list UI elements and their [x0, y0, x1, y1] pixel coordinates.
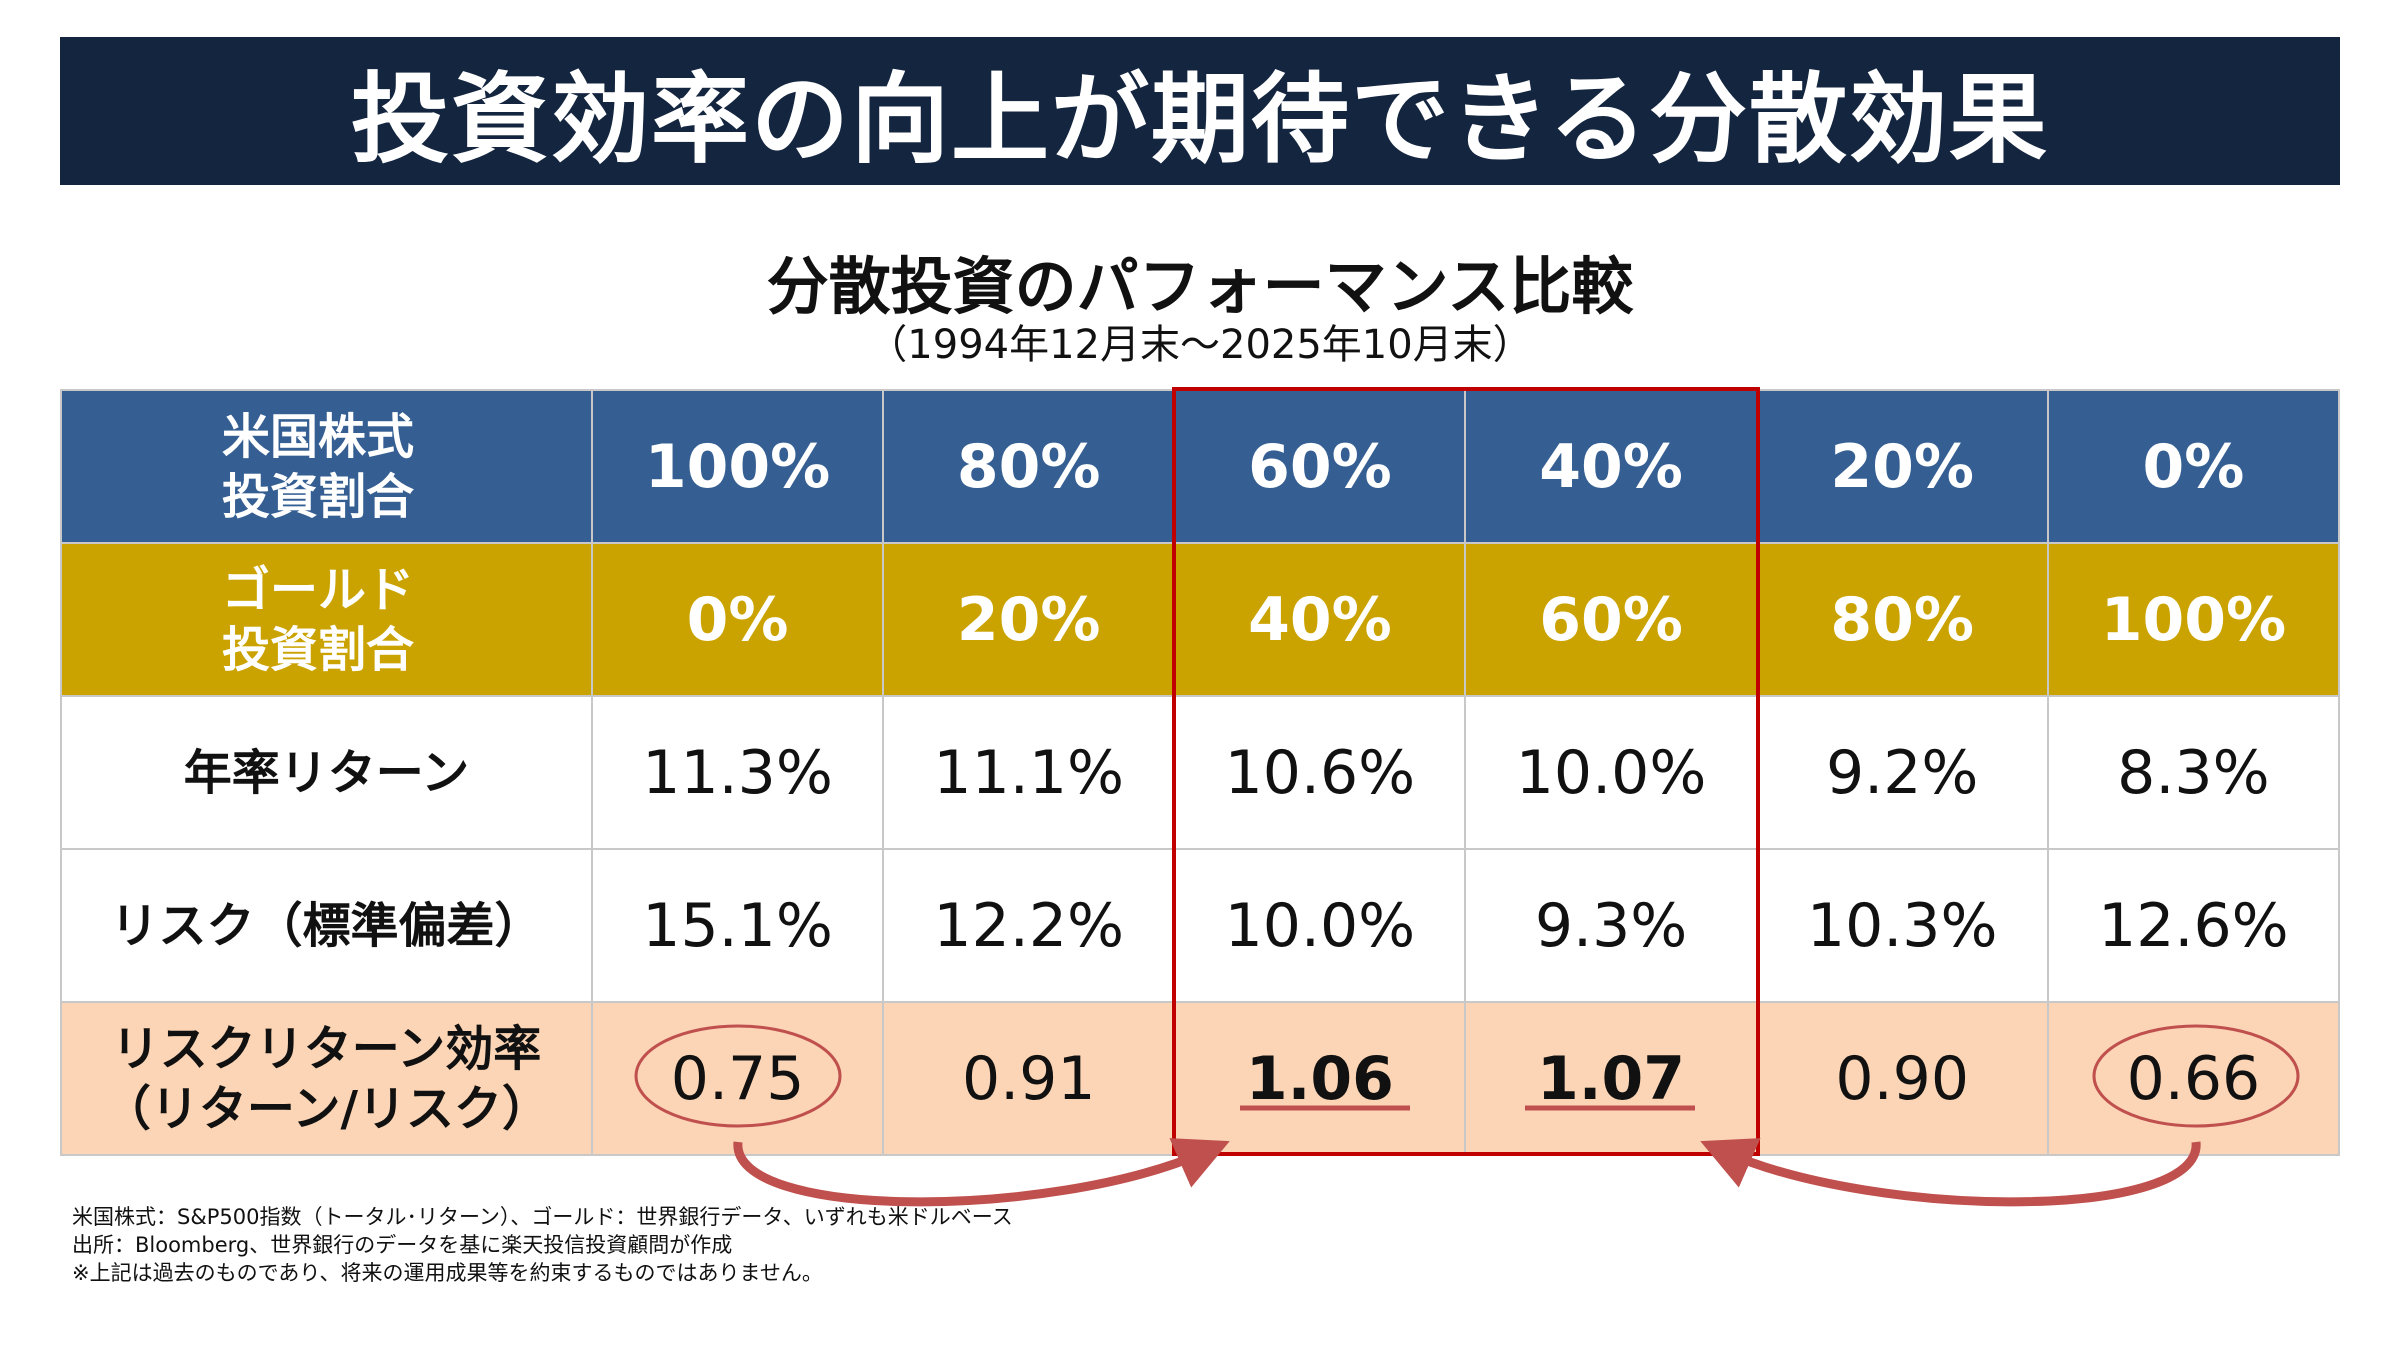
cell: 12.2% [882, 848, 1176, 1003]
cell: 100% [2046, 542, 2341, 697]
circle-0-75 [634, 1024, 842, 1128]
cell: 11.3% [590, 695, 885, 850]
title-banner: 投資効率の向上が期待できる分散効果 [60, 37, 2340, 185]
cell: 0% [2046, 389, 2341, 544]
row-label: リスク（標準偏差） [60, 848, 593, 1003]
cell: 60% [1464, 542, 1758, 697]
cell: 20% [882, 542, 1176, 697]
circle-0-66 [2092, 1024, 2300, 1128]
table-title: 分散投資のパフォーマンス比較 [766, 250, 1634, 323]
stock-allocation-row: 米国株式 投資割合 100% 80% 60% 40% 20% 0% [60, 389, 2341, 544]
cell: 80% [1755, 542, 2049, 697]
row-label: 年率リターン [60, 695, 593, 850]
cell: 20% [1755, 389, 2049, 544]
cell: 40% [1173, 542, 1467, 697]
cell: 10.0% [1173, 848, 1467, 1003]
risk-row: リスク（標準偏差） 15.1% 12.2% 10.0% 9.3% 10.3% 1… [60, 848, 2341, 1003]
page-title: 投資効率の向上が期待できる分散効果 [350, 63, 2050, 177]
row-label: ゴールド 投資割合 [60, 542, 593, 697]
footnote: 米国株式：S&P500指数（トータル･リターン）、ゴールド：世界銀行データ、いず… [72, 1205, 1013, 1229]
cell-highlight: 1.06 [1173, 1001, 1467, 1156]
period-label: （1994年12月末～2025年10月末） [867, 322, 1533, 368]
cell: 9.2% [1755, 695, 2049, 850]
cell: 40% [1464, 389, 1758, 544]
highlight-box [1172, 387, 1760, 1156]
footnote: 出所：Bloomberg、世界銀行のデータを基に楽天投信投資顧問が作成 [72, 1233, 733, 1257]
cell: 100% [590, 389, 885, 544]
row-label: リスクリターン効率 （リターン/リスク） [60, 1001, 593, 1156]
cell: 10.6% [1173, 695, 1467, 850]
footnotes: 米国株式：S&P500指数（トータル･リターン）、ゴールド：世界銀行データ、いず… [72, 1203, 1013, 1287]
cell: 8.3% [2046, 695, 2341, 850]
cell: 60% [1173, 389, 1467, 544]
arrow-left [733, 1138, 1230, 1207]
cell: 0% [590, 542, 885, 697]
cell: 10.3% [1755, 848, 2049, 1003]
cell: 80% [882, 389, 1176, 544]
cell: 0.91 [882, 1001, 1176, 1156]
arrow-right [1700, 1138, 2201, 1207]
cell: 15.1% [590, 848, 885, 1003]
cell: 9.3% [1464, 848, 1758, 1003]
footnote: ※上記は過去のものであり、将来の運用成果等を約束するものではありません。 [72, 1261, 823, 1285]
gold-allocation-row: ゴールド 投資割合 0% 20% 40% 60% 80% 100% [60, 542, 2341, 697]
cell: 12.6% [2046, 848, 2341, 1003]
cell: 10.0% [1464, 695, 1758, 850]
cell-highlight: 1.07 [1464, 1001, 1758, 1156]
row-label: 米国株式 投資割合 [60, 389, 593, 544]
cell: 0.90 [1755, 1001, 2049, 1156]
